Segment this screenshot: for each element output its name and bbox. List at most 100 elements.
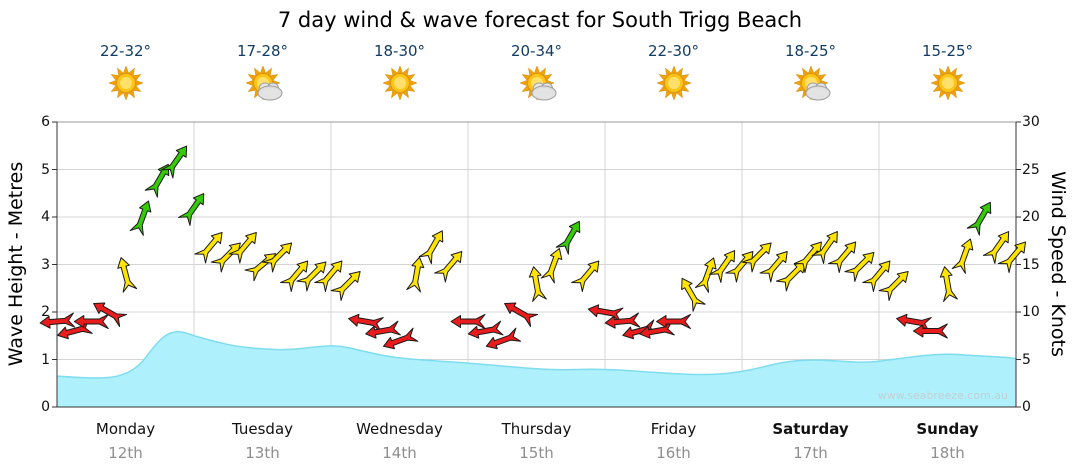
sun-ray	[792, 80, 801, 86]
date-label: 18th	[930, 444, 965, 462]
sun-icon	[924, 64, 972, 106]
wind-arrow	[862, 260, 891, 293]
sun-ray	[107, 80, 116, 86]
sun-ray	[664, 67, 672, 77]
sun-ray	[683, 80, 692, 86]
wind-arrow	[587, 304, 624, 323]
sun-cloud-icon	[239, 64, 287, 106]
sun-ray	[401, 67, 409, 77]
sun-ray	[381, 80, 390, 86]
watermark: www.seabreeze.com.au	[877, 389, 1008, 402]
wind-arrow	[434, 250, 463, 283]
sun-ray	[244, 80, 253, 86]
sun-ray	[658, 74, 667, 81]
sun-ray	[938, 89, 946, 99]
wind-arrow	[228, 231, 257, 264]
sun-icon	[102, 64, 150, 106]
left-axis-tick-label: 2	[41, 304, 50, 320]
day-label: Saturday	[772, 420, 849, 438]
sun-ray	[807, 65, 814, 74]
sun-ray	[543, 74, 552, 81]
sun-ray	[518, 80, 527, 86]
date-label: 14th	[382, 444, 417, 462]
wind-arrow	[604, 312, 641, 329]
sun-core	[393, 77, 406, 89]
left-axis-tick-label: 0	[41, 399, 50, 415]
sun-ray	[957, 80, 966, 86]
wind-arrow	[844, 251, 875, 282]
temperature-range: 18-30°	[373, 42, 426, 60]
wind-arrow	[694, 257, 717, 293]
wind-arrow	[450, 314, 486, 329]
wind-arrow	[418, 230, 444, 265]
sun-ray	[253, 67, 261, 77]
right-axis-tick-label: 30	[1022, 114, 1040, 130]
wind-arrow	[406, 256, 425, 293]
sun-ray	[954, 85, 963, 92]
sun-ray	[116, 67, 124, 77]
day-label: Monday	[95, 420, 156, 438]
sun-ray	[932, 85, 941, 92]
wind-arrow	[467, 320, 504, 339]
wind-arrow	[314, 260, 343, 293]
sun-ray	[944, 65, 951, 74]
sun-ray	[817, 74, 826, 81]
wind-arrow	[555, 220, 581, 255]
sun-ray	[944, 92, 951, 101]
sun-ray	[122, 92, 129, 101]
sun-ray	[795, 85, 804, 92]
temperature-range: 17-28°	[236, 42, 289, 60]
wind-arrow	[571, 260, 600, 293]
sun-ray	[533, 65, 540, 74]
sun-ray	[135, 80, 144, 86]
wind-arrow	[966, 201, 992, 236]
wind-arrow	[528, 266, 547, 302]
sun-ray	[390, 67, 398, 77]
wind-arrow	[982, 231, 1010, 264]
chart-title: 7 day wind & wave forecast for South Tri…	[277, 8, 803, 32]
cloud	[805, 82, 830, 101]
sun-core	[667, 77, 680, 89]
date-label: 17th	[793, 444, 828, 462]
day-label: Tuesday	[231, 420, 294, 438]
date-label: 13th	[245, 444, 280, 462]
wind-arrow	[280, 260, 309, 293]
sun-ray	[680, 74, 689, 81]
date-label: 12th	[108, 444, 143, 462]
wind-arrow	[348, 313, 384, 332]
wind-arrow	[912, 323, 948, 339]
left-axis-tick-label: 3	[41, 256, 50, 273]
wind-arrow	[383, 327, 419, 350]
day-label: Wednesday	[356, 420, 443, 438]
wind-arrow	[828, 241, 857, 274]
wind-arrow	[775, 261, 806, 292]
sun-ray	[680, 85, 689, 92]
wind-arrow	[811, 231, 838, 264]
wind-arrow	[997, 241, 1027, 274]
sun-ray	[264, 67, 272, 77]
wind-arrow	[759, 250, 788, 283]
wind-arrow	[540, 248, 563, 284]
sun-ray	[527, 67, 535, 77]
day-label: Sunday	[916, 420, 979, 438]
sun-ray	[670, 92, 677, 101]
wind-arrow	[656, 314, 691, 329]
wind-arrow	[144, 163, 170, 198]
wind-arrow	[73, 314, 109, 329]
wind-arrow	[741, 242, 772, 273]
sun-ray	[954, 74, 963, 81]
date-label: 16th	[656, 444, 691, 462]
sun-ray	[122, 65, 129, 74]
right-axis-tick-label: 0	[1022, 399, 1031, 415]
wind-arrow	[951, 238, 974, 274]
sun-ray	[396, 92, 403, 101]
sun-cloud-icon	[513, 64, 561, 106]
sun-ray	[409, 80, 418, 86]
sun-ray	[538, 67, 546, 77]
temperature-range: 22-32°	[99, 42, 152, 60]
wind-arrow	[160, 145, 188, 179]
wind-arrow	[296, 261, 327, 292]
left-axis-tick-label: 1	[41, 351, 50, 368]
